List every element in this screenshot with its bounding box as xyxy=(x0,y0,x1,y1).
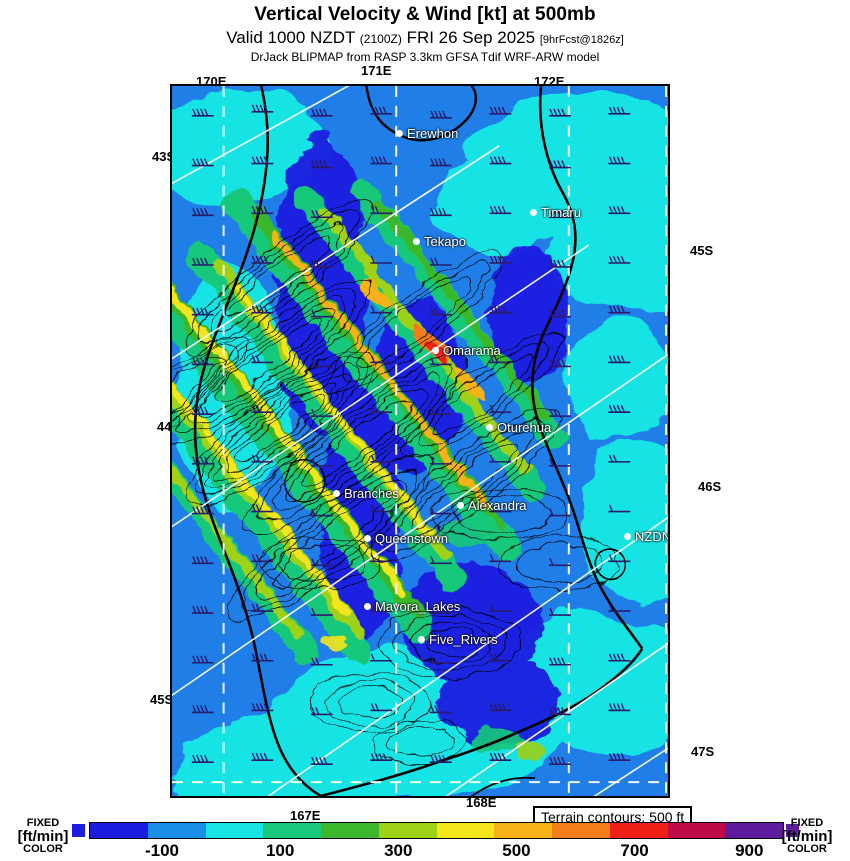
lat-label-43s: 43S xyxy=(152,149,176,164)
colorbar-units-right: FIXED [ft/min] COLOR xyxy=(764,818,850,855)
colorbar-swatch-11 xyxy=(725,823,783,838)
city-label: NZDN xyxy=(635,529,670,544)
colorbar-section: FIXED [ft/min] COLOR -100 100 300 500 70… xyxy=(0,816,850,861)
city-label: Five_Rivers xyxy=(429,632,498,647)
colorbar-color-label-right: COLOR xyxy=(787,843,827,855)
colorbar-swatch-4 xyxy=(321,823,379,838)
colorbar-color-label-left: COLOR xyxy=(23,843,63,855)
colorbar-swatch-10 xyxy=(667,823,726,838)
city-label: Queenstown xyxy=(375,531,448,546)
colorbar-swatch-2 xyxy=(205,823,264,838)
colorbar-fixed-label-right: FIXED xyxy=(790,817,824,829)
city-label: Omarama xyxy=(443,343,501,358)
graticule-dashed xyxy=(172,86,668,796)
model-source: DrJack BLIPMAP from RASP 3.3km GFSA Tdif… xyxy=(250,50,600,64)
colorbar-swatch-5 xyxy=(378,823,437,838)
city-erewhon[interactable]: Erewhon xyxy=(396,126,458,141)
city-marker-dot xyxy=(432,347,439,354)
lon-label-168e: 168E xyxy=(466,795,497,810)
lat-label-45s-right: 45S xyxy=(690,243,714,258)
colorbar-endcap-right xyxy=(786,824,799,837)
lake-outline xyxy=(284,459,326,503)
valid-time-line: Valid 1000 NZDT (2100Z) FRI 26 Sep 2025 … xyxy=(0,26,850,48)
colorbar-fixed-label-left: FIXED xyxy=(26,817,60,829)
city-five-rivers[interactable]: Five_Rivers xyxy=(418,632,498,647)
colorbar-tick-1: 100 xyxy=(265,841,295,860)
city-marker-dot xyxy=(530,209,537,216)
lon-label-167e: 167E xyxy=(290,808,321,823)
city-label: Erewhon xyxy=(407,126,459,141)
lat-label-47s-right: 47S xyxy=(691,744,715,759)
lon-label-171e: 171E xyxy=(361,63,392,78)
colorbar-swatch-8 xyxy=(552,823,610,838)
colorbar-gradient[interactable] xyxy=(89,822,784,839)
coastline-north xyxy=(365,86,477,142)
city-label: Alexandra xyxy=(468,498,527,513)
colorbar-unit-label-right: [ft/min] xyxy=(781,828,833,845)
city-omarama[interactable]: Omarama xyxy=(432,343,501,358)
city-label: Oturehua xyxy=(497,420,552,435)
colorbar-swatch-6 xyxy=(436,823,495,838)
city-marker-dot xyxy=(486,424,493,431)
city-nzdn[interactable]: NZDN xyxy=(624,529,670,544)
colorbar-units-left: FIXED [ft/min] COLOR xyxy=(0,818,86,855)
colorbar-endcap-left xyxy=(72,824,85,837)
city-label: Timaru xyxy=(541,205,581,220)
city-marker-dot xyxy=(364,535,371,542)
city-marker-dot xyxy=(457,502,464,509)
valid-date: FRI 26 Sep 2025 xyxy=(406,28,536,47)
coastline-east xyxy=(531,86,644,650)
city-label: Branches xyxy=(344,486,399,501)
lat-label-46s-right: 46S xyxy=(698,479,722,494)
colorbar-swatch-0 xyxy=(90,823,148,838)
city-label: Tekapo xyxy=(424,234,466,249)
colorbar-tick-4: 700 xyxy=(620,841,649,860)
coastline-south xyxy=(320,648,644,796)
city-label: Mavora_Lakes xyxy=(375,599,461,614)
colorbar-swatch-3 xyxy=(263,823,321,838)
city-marker-dot xyxy=(624,533,631,540)
city-mavora-lakes[interactable]: Mavora_Lakes xyxy=(364,599,460,614)
city-marker-dot xyxy=(418,636,425,643)
city-tekapo[interactable]: Tekapo xyxy=(413,234,466,249)
city-alexandra[interactable]: Alexandra xyxy=(457,498,527,513)
colorbar-swatch-7 xyxy=(494,823,552,838)
city-branches[interactable]: Branches xyxy=(333,486,399,501)
city-queenstown[interactable]: Queenstown xyxy=(364,531,448,546)
colorbar-tick-0: -100 xyxy=(144,841,179,860)
lat-label-45s: 45S xyxy=(150,692,174,707)
city-marker-dot xyxy=(396,130,403,137)
forecast-tag: [9hrFcst@1826z] xyxy=(539,34,624,46)
valid-z: (2100Z) xyxy=(359,32,402,46)
colorbar-unit-label-left: [ft/min] xyxy=(17,828,69,845)
map-render-layer xyxy=(172,86,668,796)
city-marker-dot xyxy=(333,490,340,497)
colorbar-tick-labels: -100 100 300 500 700 900 xyxy=(89,841,784,861)
page-title: Vertical Velocity & Wind [kt] at 500mb xyxy=(254,4,596,25)
city-marker-dot xyxy=(413,238,420,245)
colorbar-swatch-1 xyxy=(147,823,206,838)
colorbar-tick-2: 300 xyxy=(384,841,413,860)
graticule-oblique xyxy=(172,86,668,796)
forecast-map[interactable]: Erewhon Timaru Tekapo Omarama Oturehua B… xyxy=(170,84,670,798)
colorbar-tick-5: 900 xyxy=(735,841,764,860)
city-marker-dot xyxy=(364,603,371,610)
city-timaru[interactable]: Timaru xyxy=(530,205,581,220)
chart-header: Vertical Velocity & Wind [kt] at 500mb V… xyxy=(0,0,850,72)
valid-prefix: Valid 1000 NZDT xyxy=(226,28,356,47)
colorbar-tick-3: 500 xyxy=(502,841,531,860)
colorbar-swatch-9 xyxy=(609,823,668,838)
city-oturehua[interactable]: Oturehua xyxy=(486,420,551,435)
